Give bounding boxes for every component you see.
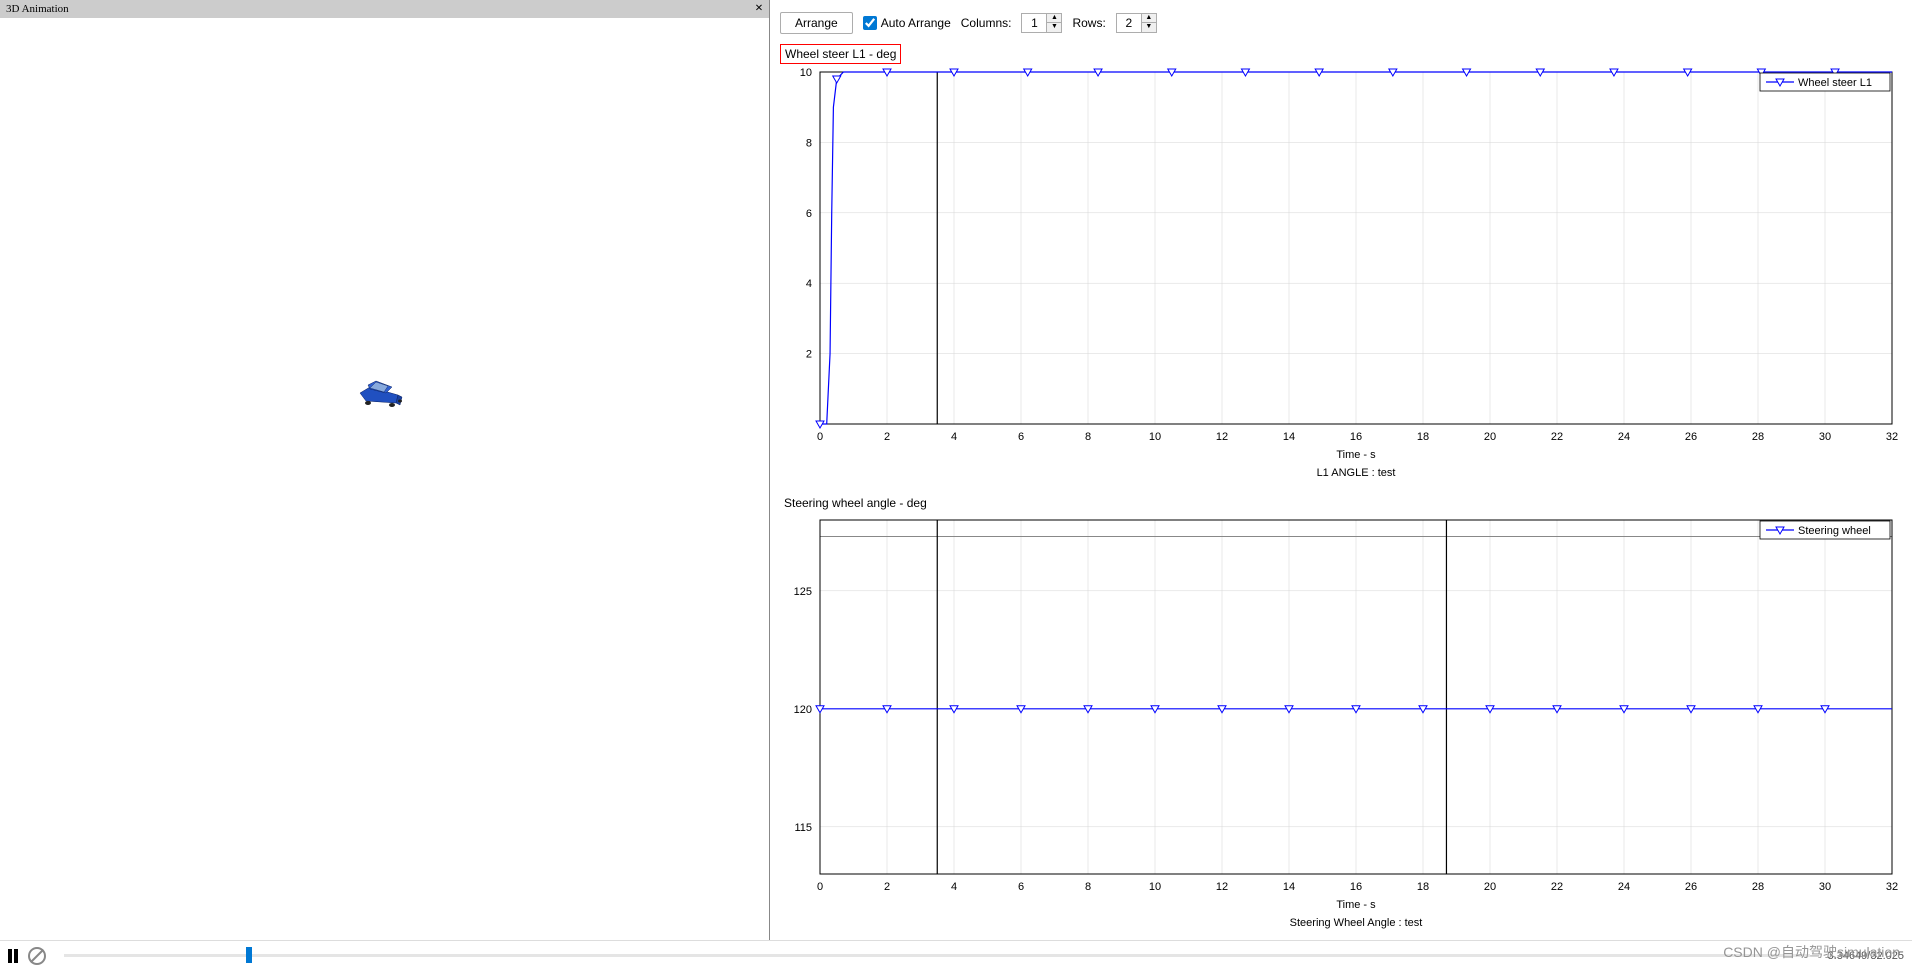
svg-text:0: 0 <box>817 881 823 893</box>
plot-panel: Arrange Auto Arrange Columns: ▲ ▼ Rows: … <box>770 0 1912 940</box>
svg-text:8: 8 <box>806 137 812 149</box>
svg-text:14: 14 <box>1283 881 1295 893</box>
rows-label: Rows: <box>1072 16 1105 30</box>
3d-panel-title: 3D Animation <box>6 3 69 15</box>
pause-icon[interactable] <box>8 949 20 963</box>
svg-text:22: 22 <box>1551 431 1563 443</box>
svg-text:0: 0 <box>817 431 823 443</box>
svg-text:32: 32 <box>1886 431 1898 443</box>
rows-spinner[interactable]: ▲ ▼ <box>1116 13 1157 33</box>
svg-text:2: 2 <box>884 431 890 443</box>
rows-input[interactable] <box>1117 14 1141 32</box>
svg-text:6: 6 <box>1018 431 1024 443</box>
auto-arrange-checkbox[interactable]: Auto Arrange <box>863 16 951 30</box>
svg-text:14: 14 <box>1283 431 1295 443</box>
svg-text:Time - s: Time - s <box>1336 899 1376 911</box>
3d-viewport[interactable] <box>0 18 769 940</box>
svg-text:12: 12 <box>1216 881 1228 893</box>
svg-text:6: 6 <box>806 208 812 220</box>
svg-text:30: 30 <box>1819 431 1831 443</box>
svg-text:22: 22 <box>1551 881 1563 893</box>
chart-1-title: Wheel steer L1 - deg <box>780 44 901 64</box>
svg-text:30: 30 <box>1819 881 1831 893</box>
3d-animation-panel: 3D Animation × <box>0 0 770 940</box>
columns-spinner[interactable]: ▲ ▼ <box>1021 13 1062 33</box>
chart-1-svg: 02468101214161820222426283032246810Time … <box>780 64 1902 482</box>
chart-2-container: Steering wheel angle - deg 0246810121416… <box>780 494 1902 932</box>
svg-text:2: 2 <box>884 881 890 893</box>
progress-handle[interactable] <box>246 947 252 963</box>
3d-panel-title-bar: 3D Animation × <box>0 0 769 18</box>
svg-text:28: 28 <box>1752 431 1764 443</box>
chart-1-container: Wheel steer L1 - deg 0246810121416182022… <box>780 44 1902 482</box>
svg-text:L1 ANGLE : test: L1 ANGLE : test <box>1317 467 1396 479</box>
arrange-button[interactable]: Arrange <box>780 12 853 34</box>
svg-text:18: 18 <box>1417 881 1429 893</box>
progress-track[interactable] <box>64 954 1810 957</box>
svg-text:125: 125 <box>794 586 812 598</box>
svg-text:Wheel steer L1: Wheel steer L1 <box>1798 77 1872 89</box>
svg-text:6: 6 <box>1018 881 1024 893</box>
svg-text:32: 32 <box>1886 881 1898 893</box>
svg-text:Steering Wheel Angle : test: Steering Wheel Angle : test <box>1290 917 1423 929</box>
svg-text:10: 10 <box>1149 431 1161 443</box>
close-icon[interactable]: × <box>755 1 763 17</box>
svg-text:26: 26 <box>1685 881 1697 893</box>
columns-label: Columns: <box>961 16 1012 30</box>
chart-1-plot[interactable]: 02468101214161820222426283032246810Time … <box>780 64 1902 482</box>
svg-text:10: 10 <box>1149 881 1161 893</box>
svg-text:2: 2 <box>806 349 812 361</box>
svg-text:8: 8 <box>1085 881 1091 893</box>
svg-text:24: 24 <box>1618 881 1630 893</box>
svg-text:20: 20 <box>1484 431 1496 443</box>
watermark: CSDN @自动驾驶simulation <box>1723 942 1900 962</box>
rows-up-icon[interactable]: ▲ <box>1142 14 1156 23</box>
svg-text:Time - s: Time - s <box>1336 449 1376 461</box>
columns-input[interactable] <box>1022 14 1046 32</box>
svg-text:28: 28 <box>1752 881 1764 893</box>
columns-up-icon[interactable]: ▲ <box>1047 14 1061 23</box>
chart-2-title: Steering wheel angle - deg <box>780 494 931 512</box>
svg-text:12: 12 <box>1216 431 1228 443</box>
rows-down-icon[interactable]: ▼ <box>1142 23 1156 32</box>
playback-bar: 3.34649/32.025 <box>0 940 1912 970</box>
svg-text:16: 16 <box>1350 431 1362 443</box>
svg-text:24: 24 <box>1618 431 1630 443</box>
svg-text:18: 18 <box>1417 431 1429 443</box>
svg-text:20: 20 <box>1484 881 1496 893</box>
svg-text:10: 10 <box>800 67 812 79</box>
svg-text:115: 115 <box>794 822 812 834</box>
stop-icon[interactable] <box>28 947 46 965</box>
svg-text:4: 4 <box>806 278 812 290</box>
svg-text:Steering wheel: Steering wheel <box>1798 525 1871 537</box>
columns-down-icon[interactable]: ▼ <box>1047 23 1061 32</box>
plot-toolbar: Arrange Auto Arrange Columns: ▲ ▼ Rows: … <box>780 8 1902 38</box>
svg-text:4: 4 <box>951 881 957 893</box>
car-model <box>350 373 410 411</box>
chart-2-svg: 02468101214161820222426283032115120125Ti… <box>780 512 1902 932</box>
auto-arrange-input[interactable] <box>863 16 877 30</box>
svg-text:120: 120 <box>794 704 812 716</box>
auto-arrange-label: Auto Arrange <box>881 16 951 30</box>
charts-area: Wheel steer L1 - deg 0246810121416182022… <box>780 44 1902 932</box>
svg-text:4: 4 <box>951 431 957 443</box>
chart-2-plot[interactable]: 02468101214161820222426283032115120125Ti… <box>780 512 1902 932</box>
svg-text:26: 26 <box>1685 431 1697 443</box>
svg-text:8: 8 <box>1085 431 1091 443</box>
svg-text:16: 16 <box>1350 881 1362 893</box>
